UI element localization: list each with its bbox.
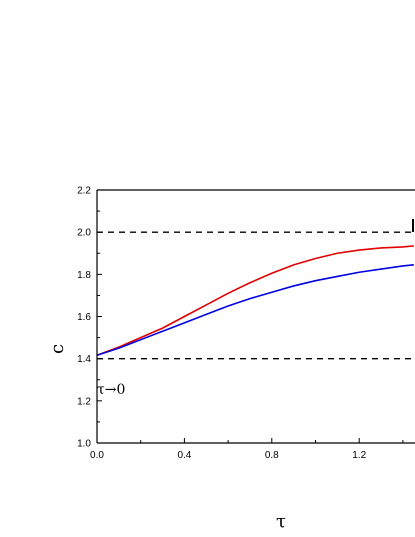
y-tick-label-4: 1.8 bbox=[77, 270, 91, 281]
y-axis-title: c bbox=[47, 344, 68, 354]
x-tick-label-3: 1.2 bbox=[352, 450, 366, 461]
tau-to-zero-annotation: τ→0 bbox=[97, 382, 125, 398]
y-tick-label-1: 1.2 bbox=[77, 396, 91, 407]
series-layer bbox=[97, 245, 414, 357]
x-tick-label-0: 0.0 bbox=[90, 450, 104, 461]
axes bbox=[96, 189, 415, 444]
y-tick-label-2: 1.4 bbox=[77, 354, 91, 365]
y-tick-label-6: 2.2 bbox=[77, 186, 91, 197]
y-tick-label-5: 2.0 bbox=[77, 228, 91, 239]
y-tick-label-3: 1.6 bbox=[77, 312, 91, 323]
ticks: 1.0 1.2 1.4 1.6 1.8 2.0 2.2 0.0 0.4 0.8 1.2 bbox=[77, 186, 404, 461]
x-tick-label-2: 0.8 bbox=[265, 450, 279, 461]
y-tick-label-0: 1.0 bbox=[77, 439, 91, 450]
x-tick-label-1: 0.4 bbox=[177, 450, 191, 461]
series-line-1 bbox=[97, 264, 414, 357]
x-axis-title: τ bbox=[276, 511, 286, 532]
series-line-0 bbox=[97, 245, 414, 357]
reference-lines bbox=[97, 231, 415, 360]
